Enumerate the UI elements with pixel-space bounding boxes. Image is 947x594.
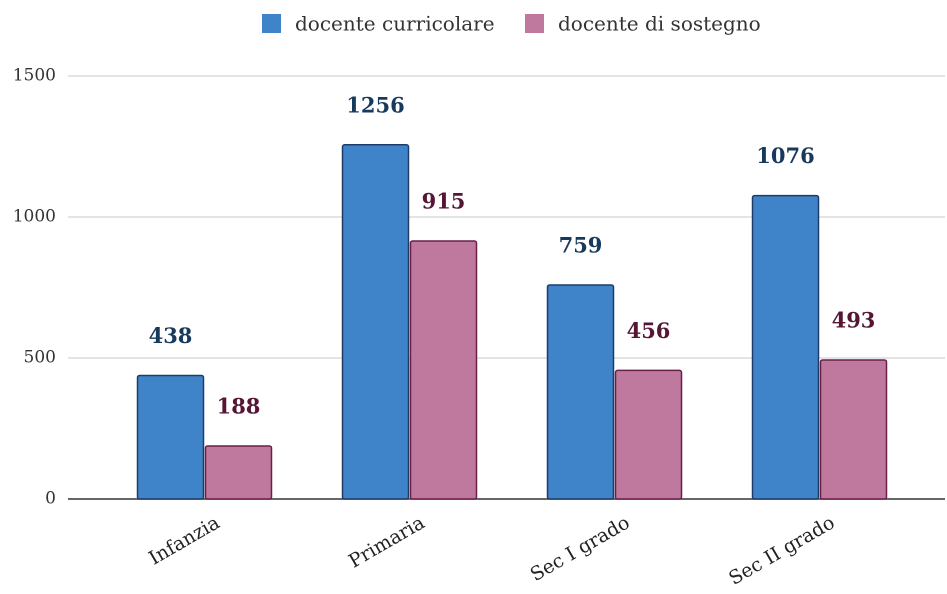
bar: [614, 369, 683, 500]
legend-label: docente di sostegno: [558, 12, 761, 36]
x-tick-label: Sec I grado: [527, 512, 634, 586]
value-label: 1076: [756, 143, 814, 168]
bar: [204, 445, 273, 500]
y-tick-label: 1500: [13, 66, 56, 86]
value-label: 438: [149, 323, 193, 348]
bar: [409, 240, 478, 500]
value-label: 493: [832, 307, 876, 332]
y-tick-label: 1000: [13, 207, 56, 227]
x-tick-label: Sec II grado: [725, 512, 838, 590]
bar: [136, 374, 205, 500]
y-tick-label: 0: [45, 489, 56, 509]
value-label: 1256: [346, 92, 404, 117]
value-label: 188: [217, 393, 261, 418]
value-label: 456: [627, 318, 671, 343]
y-tick-label: 500: [24, 348, 56, 368]
legend-swatch: [525, 14, 544, 33]
bar: [751, 194, 820, 500]
bar: [819, 359, 888, 500]
value-label: 915: [422, 188, 466, 213]
value-label: 759: [559, 232, 603, 257]
bar: [341, 144, 410, 500]
legend-swatch: [262, 14, 281, 33]
bar: [546, 284, 615, 500]
x-tick-label: Infanzia: [145, 512, 223, 570]
legend-label: docente curricolare: [295, 12, 495, 36]
x-tick-label: Primaria: [345, 512, 429, 573]
